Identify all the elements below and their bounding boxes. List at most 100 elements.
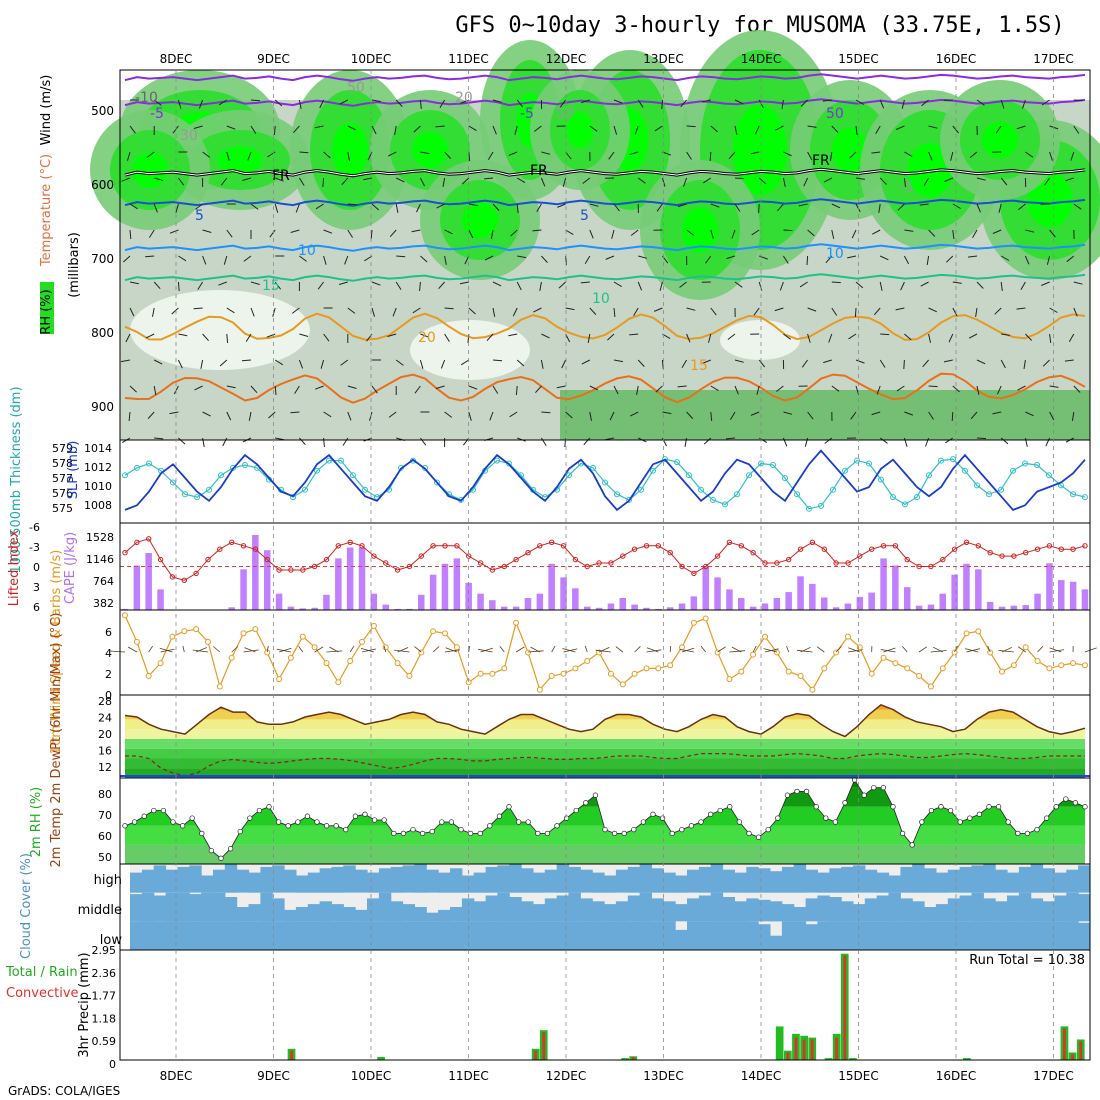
thickness-point bbox=[206, 486, 212, 493]
wind-barb bbox=[478, 648, 493, 653]
cloud-cell bbox=[130, 894, 143, 922]
wind-speed-point bbox=[193, 626, 200, 633]
wind-barb bbox=[976, 359, 986, 365]
wind-barb bbox=[1000, 255, 1010, 261]
slp-panel-left-tick: 578 bbox=[52, 457, 73, 470]
wind-barb bbox=[295, 203, 300, 213]
wind-barb bbox=[828, 333, 833, 343]
cloud-cell bbox=[710, 864, 724, 893]
cloud-cell bbox=[568, 866, 581, 893]
rh-point bbox=[967, 815, 973, 821]
wind-barb bbox=[807, 151, 813, 161]
cape-bar bbox=[666, 607, 674, 610]
wind-barb bbox=[557, 203, 566, 208]
rh-point bbox=[179, 823, 186, 829]
wind-barb bbox=[226, 385, 236, 389]
precip-convective-bar bbox=[1063, 1028, 1066, 1060]
wind-barb bbox=[987, 645, 991, 653]
wind-barb bbox=[976, 99, 985, 106]
wind-barb bbox=[831, 281, 841, 284]
wind-speed-point bbox=[453, 644, 460, 651]
precip-convective-bar bbox=[542, 1032, 546, 1060]
wind-barb bbox=[178, 437, 186, 445]
thickness-point bbox=[902, 501, 908, 508]
cloud-cell bbox=[1007, 872, 1020, 893]
wind-barb bbox=[439, 99, 446, 108]
wind-barb bbox=[561, 359, 567, 369]
wind-barb bbox=[734, 203, 741, 212]
wind-barb bbox=[613, 125, 618, 135]
rh-point bbox=[583, 800, 589, 806]
cloud-cell bbox=[675, 875, 688, 893]
wind-barb bbox=[241, 359, 252, 362]
wind-barb bbox=[1068, 333, 1075, 343]
thickness-point bbox=[182, 491, 188, 498]
dewpoint-line bbox=[125, 752, 1085, 777]
wind-barb bbox=[807, 307, 817, 312]
cape-bar bbox=[643, 607, 650, 610]
thickness-point bbox=[602, 479, 608, 486]
cloud-cell bbox=[165, 892, 178, 922]
cloud-cell bbox=[450, 921, 463, 950]
cloud-cell bbox=[829, 868, 842, 893]
rh-point bbox=[1072, 800, 1079, 806]
wind-speed-point bbox=[1058, 662, 1065, 669]
cloud-cell bbox=[817, 895, 830, 922]
wind-barb bbox=[412, 307, 421, 314]
cloud-cell bbox=[793, 921, 807, 950]
li-point bbox=[963, 539, 970, 545]
cape-tick: 764 bbox=[93, 575, 114, 588]
wind-speed-point bbox=[145, 672, 152, 679]
wind-speed-point bbox=[335, 679, 342, 686]
li-point bbox=[217, 546, 223, 552]
rh-point bbox=[592, 792, 599, 798]
li-point bbox=[726, 539, 733, 545]
wind-speed-point bbox=[406, 672, 413, 679]
wind-barb bbox=[182, 645, 185, 653]
wind-barb bbox=[1037, 646, 1044, 653]
wind-barb bbox=[992, 411, 1002, 415]
cape-bar bbox=[714, 577, 721, 610]
wind-barb bbox=[242, 177, 252, 181]
cloud-cell bbox=[556, 864, 570, 893]
wind-speed-point bbox=[619, 681, 626, 688]
wind-barb bbox=[1084, 647, 1097, 653]
rh-point bbox=[391, 830, 397, 837]
wind-barb bbox=[489, 411, 494, 421]
wind-barb bbox=[323, 229, 333, 234]
wind-barb bbox=[152, 307, 155, 317]
cape-bar bbox=[892, 565, 899, 610]
wind-barb bbox=[223, 255, 228, 265]
wind-barb bbox=[516, 203, 519, 214]
wind-barb bbox=[684, 437, 688, 447]
precip-convective-bar bbox=[835, 1037, 838, 1060]
cloud-cell bbox=[770, 871, 783, 893]
wind-barb bbox=[317, 281, 325, 290]
wind-barb bbox=[1073, 203, 1082, 210]
thickness-point bbox=[866, 460, 872, 467]
run-total-label: Run Total = 10.38 bbox=[969, 953, 1085, 968]
wind-barb bbox=[1042, 359, 1050, 367]
wind-barb bbox=[468, 307, 476, 315]
wind-barb bbox=[1000, 177, 1008, 186]
slp-panel-right-tick: 1010 bbox=[84, 480, 112, 493]
li-point bbox=[762, 560, 768, 566]
cape-bar bbox=[975, 569, 982, 610]
wind-barb bbox=[323, 255, 327, 265]
wind-speed-point bbox=[738, 668, 745, 675]
wind-barb bbox=[928, 333, 931, 343]
cape-bar bbox=[880, 558, 887, 610]
cloud-cell bbox=[853, 865, 866, 893]
cloud-cell bbox=[675, 929, 688, 950]
rh-contour-95 bbox=[982, 122, 1018, 158]
cloud-cell bbox=[639, 864, 652, 893]
wind-speed-point bbox=[442, 630, 448, 637]
wind-barb bbox=[226, 151, 230, 161]
cloud-cell bbox=[1030, 864, 1044, 893]
wind-barb bbox=[315, 385, 324, 390]
slp-panel-left-tick: 575 bbox=[52, 502, 73, 515]
thickness-point bbox=[890, 494, 896, 501]
thickness-axis-label: 1000-500mb Thickness (dm) bbox=[9, 386, 24, 573]
wind-barb bbox=[169, 411, 179, 415]
wind-barb bbox=[951, 411, 954, 422]
